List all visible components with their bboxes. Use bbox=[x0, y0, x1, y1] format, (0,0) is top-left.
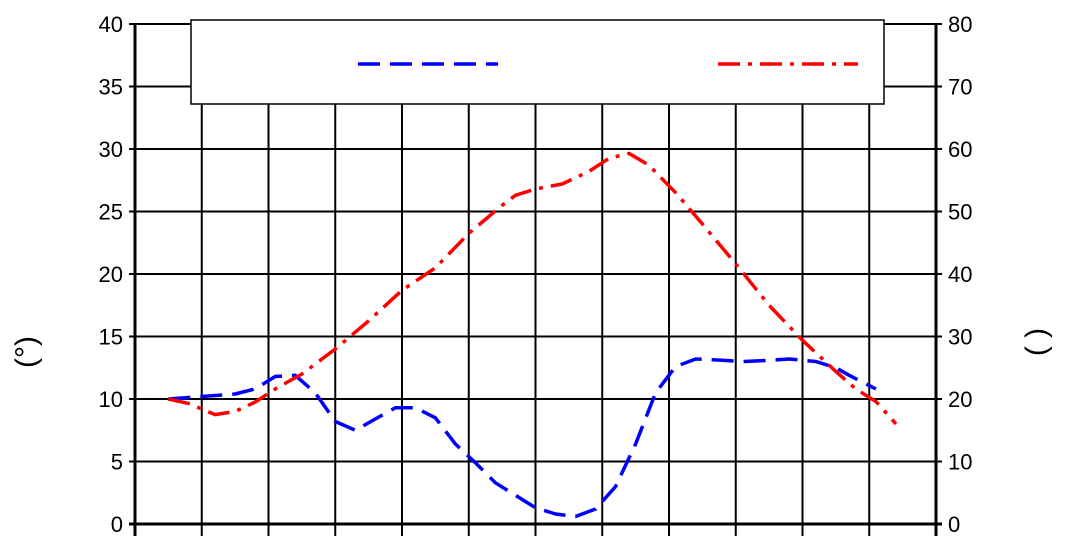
plot-frame bbox=[129, 24, 942, 536]
left-axis-title: (°) bbox=[10, 336, 43, 368]
left-tick-label: 30 bbox=[99, 137, 123, 162]
left-tick-label: 25 bbox=[99, 200, 123, 225]
left-axis-ticks: 0 5 10 15 20 25 30 35 40 bbox=[99, 12, 123, 537]
left-tick-label: 20 bbox=[99, 262, 123, 287]
legend-box bbox=[190, 19, 885, 105]
right-tick-label: 30 bbox=[948, 325, 972, 350]
legend bbox=[190, 19, 885, 105]
right-tick-label: 0 bbox=[948, 512, 960, 537]
series-line bbox=[168, 151, 898, 426]
series-line bbox=[168, 357, 877, 519]
right-axis-ticks: 0 10 20 30 40 50 60 70 80 bbox=[948, 12, 972, 537]
left-tick-label: 5 bbox=[111, 450, 123, 475]
left-tick-label: 10 bbox=[99, 387, 123, 412]
right-tick-label: 10 bbox=[948, 450, 972, 475]
right-axis-title: ( ) bbox=[1020, 328, 1053, 356]
right-tick-label: 20 bbox=[948, 387, 972, 412]
left-tick-label: 15 bbox=[99, 325, 123, 350]
right-tick-label: 80 bbox=[948, 12, 972, 37]
left-tick-label: 35 bbox=[99, 75, 123, 100]
grid bbox=[129, 23, 942, 536]
left-tick-label: 0 bbox=[111, 512, 123, 537]
right-tick-label: 60 bbox=[948, 137, 972, 162]
left-tick-label: 40 bbox=[99, 12, 123, 37]
right-tick-label: 40 bbox=[948, 262, 972, 287]
right-tick-label: 50 bbox=[948, 200, 972, 225]
right-tick-label: 70 bbox=[948, 75, 972, 100]
series-layer bbox=[168, 151, 898, 519]
